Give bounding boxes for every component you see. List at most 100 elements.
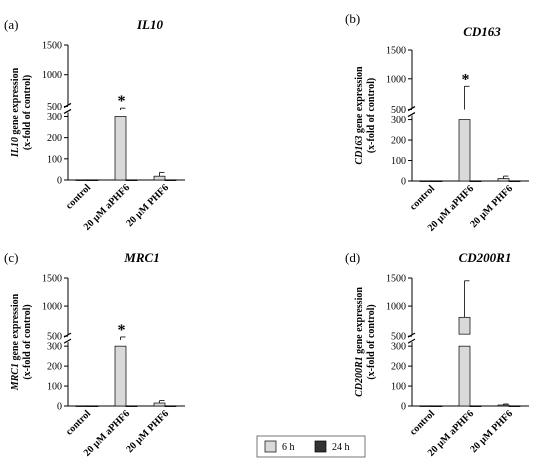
bar	[458, 345, 471, 407]
y-tick-label: 1000	[386, 302, 406, 313]
bar	[75, 179, 88, 181]
chart-title: CD163	[463, 24, 501, 39]
y-label-gene: IL10	[10, 137, 21, 158]
y-tick-label: 1500	[42, 41, 62, 52]
legend-label: 24 h	[332, 442, 350, 453]
axis-break-mark	[407, 338, 416, 344]
legend-swatch	[314, 440, 327, 453]
legend-swatch	[264, 440, 277, 453]
y-label-gene: MRC1	[10, 363, 21, 391]
bar	[508, 405, 521, 407]
y-label-line1: MRC1 gene expression	[10, 293, 21, 391]
x-tick-label: control	[408, 408, 437, 437]
y-tick-label: 1000	[386, 74, 406, 85]
y-tick-label: 300	[391, 342, 406, 353]
y-axis-label: IL10 gene expression(x-fold of control)	[10, 67, 33, 158]
y-tick-label: 200	[47, 362, 62, 373]
axis-break-mark	[63, 108, 72, 114]
panel-letter: (a)	[4, 17, 18, 32]
y-tick-label: 1000	[42, 302, 62, 313]
y-tick-label: 0	[57, 402, 62, 413]
y-label-suffix: gene expression	[354, 66, 365, 136]
legend: 6 h 24 h	[256, 435, 366, 458]
y-tick-label: 500	[47, 332, 62, 343]
y-tick-label: 0	[57, 176, 62, 187]
y-label-line1: IL10 gene expression	[10, 67, 21, 158]
y-tick-label: 1000	[42, 70, 62, 81]
x-tick-label: control	[64, 408, 93, 437]
y-tick-label: 100	[391, 382, 406, 393]
y-tick-label: 100	[391, 156, 406, 167]
significance-marker: *	[462, 71, 470, 88]
bar	[497, 178, 510, 182]
y-label-line2: (x-fold of control)	[366, 78, 377, 153]
significance-marker: *	[118, 322, 126, 339]
bar	[508, 180, 521, 182]
y-label-line2: (x-fold of control)	[366, 304, 377, 379]
bar	[469, 180, 482, 182]
bar	[125, 405, 138, 407]
panel-letter: (d)	[345, 250, 360, 265]
bar	[458, 316, 471, 335]
y-tick-label: 500	[391, 332, 406, 343]
chart-title: MRC1	[123, 250, 159, 265]
y-axis-label: CD200R1 gene expression(x-fold of contro…	[354, 287, 377, 397]
bar	[114, 116, 127, 181]
y-label-gene: CD200R1	[354, 356, 365, 397]
y-tick-label: 200	[391, 362, 406, 373]
bar	[497, 404, 510, 407]
chart-title: IL10	[136, 17, 164, 32]
bar	[86, 179, 99, 181]
y-tick-label: 200	[47, 133, 62, 144]
legend-label: 6 h	[282, 442, 295, 453]
y-tick-label: 300	[391, 115, 406, 126]
bar	[430, 405, 443, 407]
axis-break-mark	[407, 112, 416, 118]
bar	[86, 405, 99, 407]
y-tick-label: 300	[47, 342, 62, 353]
y-label-line2: (x-fold of control)	[22, 75, 33, 150]
x-tick-label: control	[64, 182, 93, 211]
y-tick-label: 500	[47, 102, 62, 113]
y-tick-label: 1500	[386, 274, 406, 285]
x-tick-label: control	[408, 183, 437, 212]
y-tick-label: 100	[47, 382, 62, 393]
y-axis-label: CD163 gene expression(x-fold of control)	[354, 66, 377, 165]
chart-title: CD200R1	[459, 250, 512, 265]
y-label-line2: (x-fold of control)	[22, 304, 33, 379]
y-tick-label: 0	[401, 402, 406, 413]
bar	[469, 405, 482, 407]
y-label-line1: CD200R1 gene expression	[354, 287, 365, 397]
bar	[419, 180, 432, 182]
y-tick-label: 500	[391, 105, 406, 116]
bar	[153, 175, 166, 181]
panel-letter: (c)	[4, 250, 18, 265]
y-label-suffix: gene expression	[10, 67, 21, 137]
y-tick-label: 1500	[386, 46, 406, 57]
legend-frame	[256, 435, 366, 458]
y-label-gene: CD163	[354, 136, 365, 165]
bar	[125, 179, 138, 181]
panel-letter: (b)	[345, 11, 360, 26]
bar	[164, 179, 177, 181]
y-label-line1: CD163 gene expression	[354, 66, 365, 165]
bar	[153, 402, 166, 407]
axis-break-mark	[63, 338, 72, 344]
y-axis-label: MRC1 gene expression(x-fold of control)	[10, 293, 33, 391]
y-tick-label: 0	[401, 177, 406, 188]
y-tick-label: 100	[47, 154, 62, 165]
y-tick-label: 200	[391, 136, 406, 147]
bar	[164, 405, 177, 407]
bar	[114, 345, 127, 407]
y-tick-label: 1500	[42, 274, 62, 285]
y-tick-label: 300	[47, 112, 62, 123]
bar	[75, 405, 88, 407]
